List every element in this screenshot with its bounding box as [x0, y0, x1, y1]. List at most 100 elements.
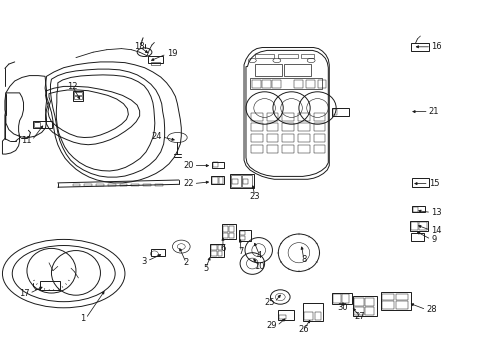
Bar — [381, 292, 411, 310]
Bar — [212, 162, 224, 168]
Bar — [131, 184, 139, 186]
Text: 27: 27 — [355, 312, 366, 321]
Bar — [314, 145, 325, 153]
Bar — [278, 54, 298, 58]
Bar — [413, 207, 418, 212]
Text: 29: 29 — [267, 321, 277, 330]
Bar — [303, 303, 323, 321]
Bar — [278, 310, 294, 320]
Bar — [223, 233, 228, 238]
Bar — [210, 244, 224, 257]
Bar — [411, 233, 424, 241]
Bar — [298, 113, 310, 121]
Bar — [212, 177, 218, 184]
Bar — [251, 113, 263, 121]
Bar — [151, 62, 160, 65]
Text: 12: 12 — [67, 82, 78, 91]
Bar — [419, 222, 427, 230]
Text: 6: 6 — [220, 244, 225, 253]
Bar — [223, 226, 228, 232]
Bar — [282, 145, 294, 153]
Bar — [382, 294, 394, 300]
Text: 26: 26 — [298, 325, 309, 334]
Bar — [294, 80, 303, 88]
Bar — [74, 92, 82, 95]
Bar — [282, 134, 294, 142]
Bar — [40, 281, 60, 290]
Text: 13: 13 — [431, 208, 442, 217]
Bar — [301, 54, 314, 58]
Bar — [365, 298, 374, 306]
Text: 3: 3 — [142, 256, 147, 265]
Bar — [73, 184, 80, 186]
Bar — [396, 294, 408, 300]
Bar — [354, 307, 364, 315]
Bar — [251, 134, 263, 142]
Bar — [382, 301, 394, 309]
Bar — [255, 54, 274, 58]
Bar — [314, 113, 325, 121]
Bar — [306, 80, 315, 88]
Text: 14: 14 — [431, 226, 441, 235]
Bar — [282, 123, 294, 131]
Bar — [84, 184, 92, 186]
Text: 18: 18 — [134, 42, 145, 51]
Bar — [342, 294, 349, 303]
Bar — [213, 162, 218, 167]
Bar — [396, 301, 408, 309]
Bar — [284, 64, 311, 76]
Bar — [315, 312, 321, 320]
Bar — [333, 109, 337, 115]
Bar — [251, 123, 263, 131]
Text: 20: 20 — [183, 161, 194, 170]
Bar — [73, 91, 83, 101]
Bar — [240, 231, 245, 235]
Text: 24: 24 — [151, 132, 162, 141]
Bar — [108, 184, 116, 186]
Text: 22: 22 — [183, 179, 194, 188]
Bar — [211, 176, 224, 184]
Bar — [298, 123, 310, 131]
Bar — [251, 145, 263, 153]
Bar — [332, 293, 352, 304]
Bar — [218, 251, 222, 256]
Text: 19: 19 — [167, 49, 177, 58]
Bar — [272, 80, 281, 88]
Bar — [151, 249, 165, 256]
Text: 8: 8 — [301, 255, 306, 264]
Text: 16: 16 — [431, 42, 442, 51]
Bar — [143, 184, 151, 186]
Bar — [242, 175, 252, 187]
Bar — [354, 298, 364, 306]
Bar — [267, 134, 278, 142]
Bar — [252, 80, 261, 88]
Text: 1: 1 — [80, 314, 86, 323]
Text: 23: 23 — [249, 192, 260, 201]
Text: 30: 30 — [338, 303, 348, 312]
Text: 10: 10 — [254, 262, 265, 271]
Text: 25: 25 — [264, 298, 274, 307]
Text: 21: 21 — [429, 107, 439, 116]
Bar — [218, 245, 222, 250]
Bar — [240, 236, 245, 240]
Bar — [243, 179, 248, 184]
Bar — [148, 56, 163, 63]
Bar — [318, 80, 326, 88]
Bar — [222, 224, 236, 239]
Bar — [229, 226, 234, 232]
Bar — [298, 134, 310, 142]
Bar — [74, 96, 82, 99]
Bar — [314, 134, 325, 142]
Bar — [365, 307, 374, 315]
Bar — [267, 113, 278, 121]
Text: 4: 4 — [257, 251, 262, 260]
Bar — [279, 315, 286, 319]
Bar — [250, 78, 322, 89]
Text: 15: 15 — [429, 179, 439, 188]
Bar — [211, 245, 217, 250]
Bar — [231, 175, 241, 187]
Bar — [304, 312, 313, 320]
Bar — [412, 206, 425, 212]
Bar — [298, 145, 310, 153]
Bar — [267, 145, 278, 153]
